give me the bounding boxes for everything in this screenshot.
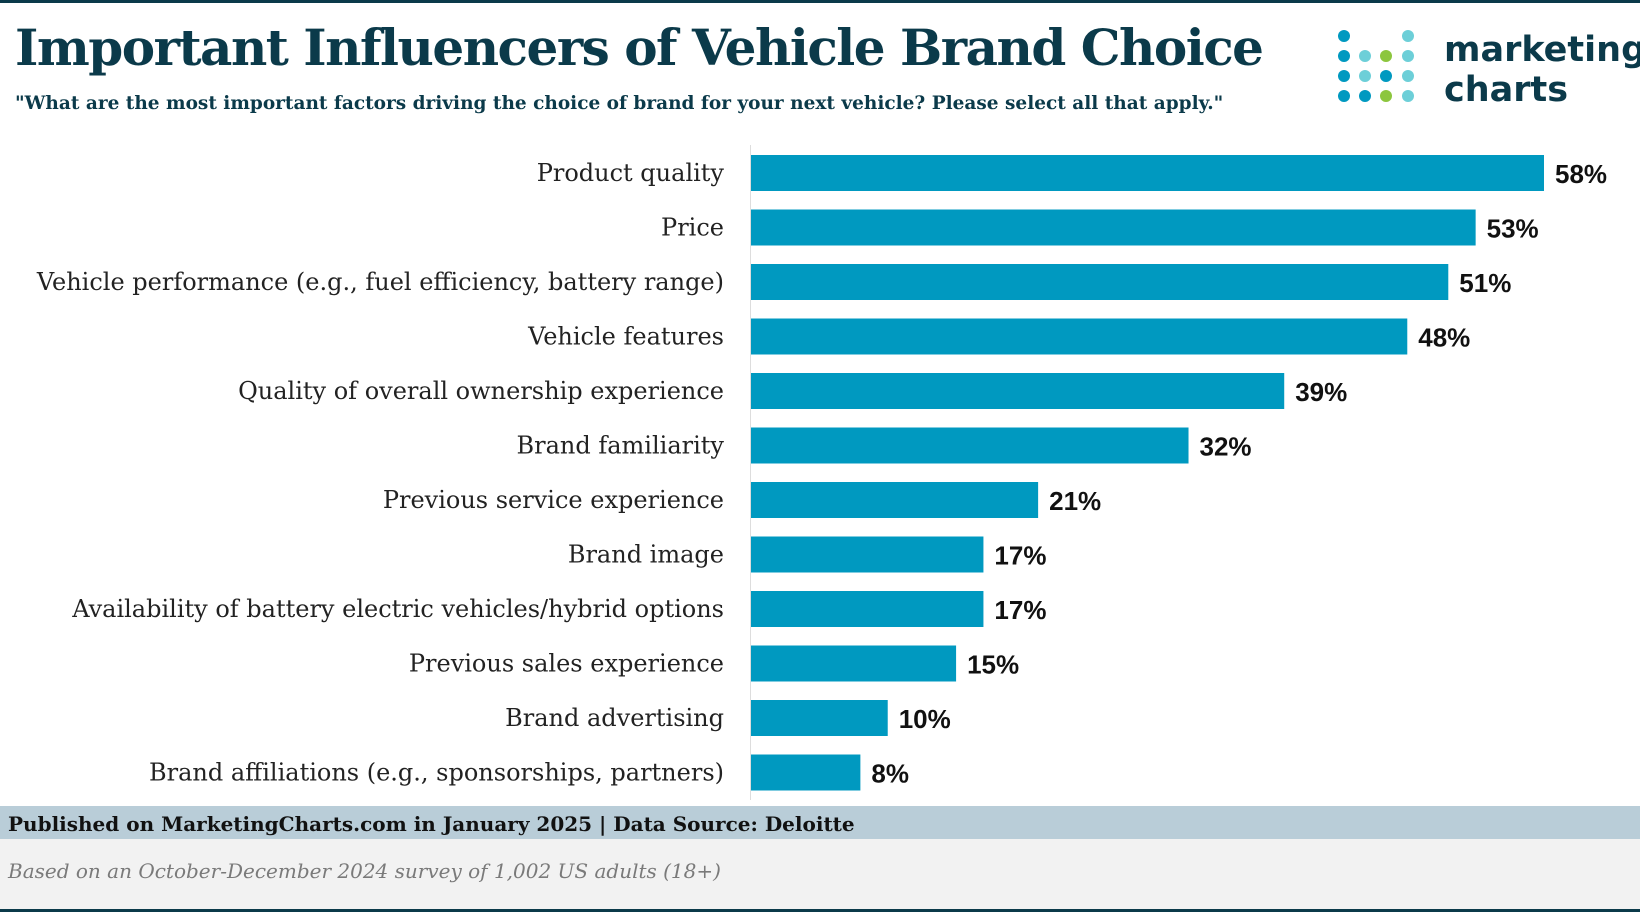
category-label: Price	[661, 214, 724, 242]
chart-subtitle: "What are the most important factors dri…	[15, 93, 1224, 114]
note-band: Based on an October-December 2024 survey…	[0, 839, 1640, 909]
category-label: Previous sales experience	[409, 650, 724, 678]
survey-note: Based on an October-December 2024 survey…	[8, 859, 721, 883]
category-label: Product quality	[537, 159, 725, 187]
category-label: Brand familiarity	[516, 432, 724, 460]
bar	[751, 700, 888, 736]
bar	[751, 155, 1544, 191]
data-label: 8%	[871, 759, 909, 789]
data-label: 17%	[994, 595, 1046, 625]
bar	[751, 754, 861, 791]
chart-title: Important Influencers of Vehicle Brand C…	[15, 18, 1264, 77]
bar	[751, 536, 984, 573]
category-label: Quality of overall ownership experience	[238, 377, 724, 405]
data-label: 10%	[899, 704, 951, 734]
marketingcharts-logo[interactable]: marketing charts	[1336, 28, 1640, 112]
category-label: Vehicle performance (e.g., fuel efficien…	[36, 268, 724, 296]
bottom-rule	[0, 909, 1640, 912]
data-label: 58%	[1555, 159, 1607, 189]
bar	[751, 645, 957, 682]
data-label: 53%	[1487, 214, 1539, 244]
source-line: Published on MarketingCharts.com in Janu…	[8, 812, 855, 836]
logo-wordmark: marketing charts	[1444, 30, 1640, 110]
logo-dots-icon	[1338, 30, 1414, 102]
data-label: 15%	[967, 650, 1019, 680]
data-label: 17%	[994, 541, 1046, 571]
bar	[751, 318, 1408, 355]
data-label: 51%	[1459, 268, 1511, 298]
bar	[751, 209, 1476, 246]
category-label: Availability of battery electric vehicle…	[71, 595, 724, 623]
category-label: Previous service experience	[383, 486, 724, 514]
data-label: 21%	[1049, 486, 1101, 516]
footer-band: Published on MarketingCharts.com in Janu…	[0, 806, 1640, 839]
category-label: Vehicle features	[527, 323, 724, 351]
bar	[751, 591, 984, 627]
category-label: Brand affiliations (e.g., sponsorships, …	[149, 759, 724, 787]
top-rule	[0, 0, 1640, 3]
bar	[751, 264, 1449, 300]
category-label: Brand image	[568, 541, 724, 569]
bar	[751, 373, 1285, 409]
bar-chart: Product quality 58% Price 53% Vehicle perfor…	[36, 145, 1607, 800]
bar	[751, 427, 1189, 464]
data-label: 32%	[1200, 432, 1252, 462]
data-label: 39%	[1295, 377, 1347, 407]
data-label: 48%	[1418, 323, 1470, 353]
bar	[751, 482, 1039, 518]
logo-line-1: marketing	[1444, 30, 1640, 70]
logo-line-2: charts	[1444, 70, 1569, 110]
category-label: Brand advertising	[505, 704, 724, 732]
